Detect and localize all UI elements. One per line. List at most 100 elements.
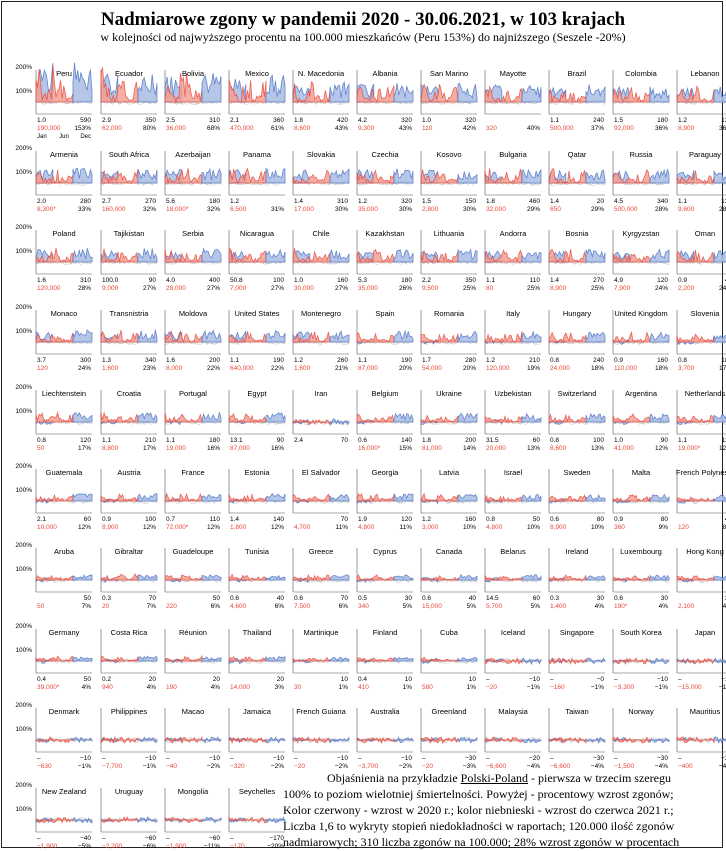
series-2021-tail-area	[72, 574, 93, 581]
country-name: Bolivia	[182, 69, 205, 78]
series-2021-tail-area	[265, 74, 286, 103]
excess-percent: 5%	[403, 603, 413, 610]
excess-deaths: 19,000*	[678, 445, 701, 452]
deaths-per-100k: 310	[80, 277, 91, 284]
series-2021-tail-area	[649, 413, 670, 423]
deaths-per-100k: 100	[145, 516, 156, 523]
series-2021-tail-area	[265, 167, 286, 184]
deaths-per-100k: 40	[725, 516, 726, 523]
ytick-label-100: 100%	[15, 806, 32, 813]
undercount-factor: 13.1	[230, 437, 243, 444]
series-2021-tail-area	[585, 169, 606, 184]
series-2020-area	[356, 736, 395, 745]
country-name: Russia	[630, 150, 654, 159]
country-name: Netherlands	[685, 389, 726, 398]
excess-deaths: 9,500	[422, 285, 439, 292]
series-2020-area	[100, 655, 139, 662]
series-2021-tail-area	[585, 412, 606, 423]
series-2021-tail-area	[265, 574, 286, 581]
series-2020-area	[35, 411, 74, 423]
deaths-per-100k: 130	[721, 117, 726, 124]
deaths-per-100k: 100	[593, 437, 604, 444]
excess-percent: 36%	[655, 125, 668, 132]
series-2020-area	[676, 736, 715, 744]
excess-deaths: 9,600	[678, 206, 695, 213]
country-panel: Costa Rica 0.2 20 940 4%	[100, 628, 158, 691]
undercount-factor: –	[678, 755, 682, 762]
historic-baseline-line	[356, 737, 414, 743]
series-2020-area	[35, 655, 74, 662]
excess-percent: 4%	[723, 603, 726, 610]
country-name: Peru	[56, 69, 72, 78]
excess-percent: −1%	[527, 684, 540, 691]
country-name: Luxembourg	[620, 547, 662, 556]
undercount-factor: 4.0	[166, 277, 175, 284]
excess-deaths: −400	[678, 763, 693, 770]
excess-deaths: 110	[422, 125, 433, 132]
series-2020-area	[356, 248, 395, 264]
excess-deaths: 62,000	[102, 125, 122, 132]
excess-percent: −6%	[143, 843, 156, 850]
deaths-per-100k: −10	[273, 755, 284, 762]
undercount-factor: 4.9	[614, 277, 623, 284]
undercount-factor: 0.4	[37, 676, 46, 683]
undercount-factor: 1.8	[486, 198, 495, 205]
undercount-factor: 1.9	[358, 516, 367, 523]
excess-percent: 28%	[719, 206, 726, 213]
excess-percent: −11%	[204, 843, 221, 850]
deaths-per-100k: 310	[337, 198, 348, 205]
excess-percent: 6%	[211, 603, 221, 610]
country-name: Singapore	[560, 628, 594, 637]
country-name: Monaco	[51, 309, 78, 318]
excess-percent: 12%	[655, 445, 668, 452]
deaths-per-100k: −10	[145, 755, 156, 762]
excess-percent: −2%	[335, 763, 348, 770]
country-panel: Netherlands 1.1 110 19,000* 12%	[676, 389, 726, 452]
country-panel: Brazil 1.1 240 500,000 37%	[548, 69, 606, 132]
country-panel: N. Macedonia 1.8 420 8,600 43%	[292, 69, 350, 132]
series-2021-tail-area	[329, 493, 350, 502]
excess-percent: 27%	[335, 285, 348, 292]
undercount-factor: 1.1	[550, 117, 559, 124]
country-panel: Paraguay 1.1 130 9,600 28%	[676, 150, 726, 213]
series-2021-tail-area	[649, 168, 670, 184]
series-2020-area	[35, 574, 74, 581]
historic-baseline-line	[292, 419, 350, 425]
undercount-factor: 2.7	[102, 198, 111, 205]
country-panel: Chile 1.0 160 30,000 27%	[292, 229, 350, 292]
historic-baseline-line	[484, 577, 542, 583]
country-panel: Norway – −30 −1,500 −4%	[612, 707, 670, 770]
country-panel: Kyrgyzstan 4.9 120 7,900 24%	[612, 229, 670, 292]
country-panel: French Polynesia 40 120 8%	[676, 468, 726, 531]
series-2020-area	[100, 411, 139, 423]
series-2021-tail-area	[72, 329, 93, 343]
ytick-label-100: 100%	[15, 726, 32, 733]
series-2021-tail-area	[713, 86, 726, 103]
deaths-per-100k: 30	[597, 595, 605, 602]
deaths-per-100k: 420	[337, 117, 348, 124]
country-name: United Kingdom	[614, 309, 667, 318]
series-2021-tail-area	[585, 331, 606, 343]
deaths-per-100k: 180	[721, 357, 726, 364]
undercount-factor: –	[422, 755, 426, 762]
series-2021-tail-area	[201, 816, 222, 824]
series-2021-tail-area	[585, 494, 606, 502]
country-panel: Belgium 0.6 140 16,000* 15%	[356, 389, 414, 452]
deaths-per-100k: 140	[401, 437, 412, 444]
series-2020-area	[612, 736, 651, 744]
undercount-factor: 1.1	[102, 437, 111, 444]
excess-percent: 7%	[147, 603, 157, 610]
deaths-per-100k: 180	[209, 437, 220, 444]
deaths-per-100k: 200	[465, 437, 476, 444]
excess-percent: −1%	[591, 684, 604, 691]
deaths-per-100k: −10	[721, 676, 726, 683]
series-2021-tail-area	[72, 736, 93, 744]
undercount-factor: –	[166, 755, 170, 762]
undercount-factor: 0.3	[550, 595, 559, 602]
excess-deaths: 8,900	[550, 524, 567, 531]
country-name: Albania	[372, 69, 398, 78]
excess-deaths: 8,600	[294, 125, 311, 132]
excess-percent: 21%	[335, 365, 348, 372]
deaths-per-100k: 360	[273, 117, 284, 124]
excess-percent: 6%	[275, 603, 285, 610]
